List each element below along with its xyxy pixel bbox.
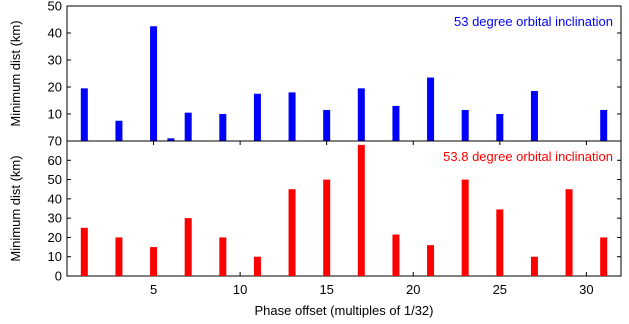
bottom-bar: [184, 218, 192, 276]
bottom-ytick-label: 70: [48, 134, 62, 149]
bottom-bar: [357, 144, 365, 276]
top-y-axis-ticks: 10 20 30 40 50: [48, 0, 621, 122]
top-ytick-label: 20: [48, 80, 62, 95]
xtick-label: 15: [319, 282, 333, 297]
top-bar: [150, 26, 158, 141]
bottom-bar: [150, 247, 158, 276]
bottom-bar: [427, 245, 435, 276]
bottom-y-axis-label: Minimum dist (km): [8, 155, 23, 261]
top-bar: [115, 120, 123, 141]
bottom-ytick-label: 60: [48, 153, 62, 168]
top-bar: [600, 109, 608, 141]
top-bar: [167, 138, 175, 141]
bottom-bar: [323, 179, 331, 276]
bottom-bar: [496, 209, 504, 276]
top-bar: [288, 92, 296, 141]
top-series-annotation: 53 degree orbital inclination: [454, 14, 613, 29]
bottom-bar: [115, 237, 123, 276]
x-axis-label: Phase offset (multiples of 1/32): [255, 303, 434, 318]
bottom-ytick-label: 10: [48, 249, 62, 264]
top-ytick-label: 30: [48, 53, 62, 68]
bottom-series-annotation: 53.8 degree orbital inclination: [443, 149, 613, 164]
top-bar: [323, 109, 331, 141]
top-ytick-label: 10: [48, 107, 62, 122]
top-bar: [496, 114, 504, 141]
top-bar: [461, 109, 469, 141]
bottom-panel-53-8-degree: 0 10 20 30 40 50 60 70 5 10 15 20 25 30 53.8 degree …: [8, 134, 622, 318]
top-bar: [427, 77, 435, 141]
bottom-ytick-label: 20: [48, 230, 62, 245]
bottom-ytick-label: 0: [55, 269, 62, 284]
xtick-label: 25: [493, 282, 507, 297]
bottom-bar: [288, 189, 296, 276]
top-bar: [80, 88, 88, 141]
top-bar: [357, 88, 365, 141]
bottom-bar: [600, 237, 608, 276]
top-bar: [392, 105, 400, 141]
bottom-plot-frame: [66, 140, 622, 277]
bottom-ytick-label: 50: [48, 172, 62, 187]
bottom-ytick-label: 30: [48, 211, 62, 226]
top-bar: [530, 91, 538, 141]
bottom-bars: [80, 144, 608, 276]
top-bars: [80, 26, 608, 141]
top-bar: [184, 112, 192, 141]
bottom-bar: [80, 227, 88, 276]
bottom-bar: [461, 179, 469, 276]
xtick-label: 10: [233, 282, 247, 297]
xtick-label: 5: [150, 282, 157, 297]
bottom-bar: [565, 189, 573, 276]
bottom-bar: [253, 256, 261, 276]
top-ytick-label: 50: [48, 0, 62, 14]
x-axis-ticks: 5 10 15 20 25 30: [150, 141, 594, 297]
top-bar: [253, 93, 261, 141]
top-ytick-label: 40: [48, 26, 62, 41]
xtick-label: 30: [579, 282, 593, 297]
xtick-label: 20: [406, 282, 420, 297]
top-y-axis-label: Minimum dist (km): [8, 20, 23, 126]
bottom-bar: [392, 234, 400, 276]
bottom-y-axis-ticks: 0 10 20 30 40 50 60 70: [48, 134, 621, 284]
top-bar: [219, 114, 227, 141]
bottom-bar: [530, 256, 538, 276]
top-panel-53-degree: 10 20 30 40 50 53 degree orbital inclination…: [8, 0, 622, 142]
bottom-ytick-label: 40: [48, 191, 62, 206]
bottom-bar: [219, 237, 227, 276]
